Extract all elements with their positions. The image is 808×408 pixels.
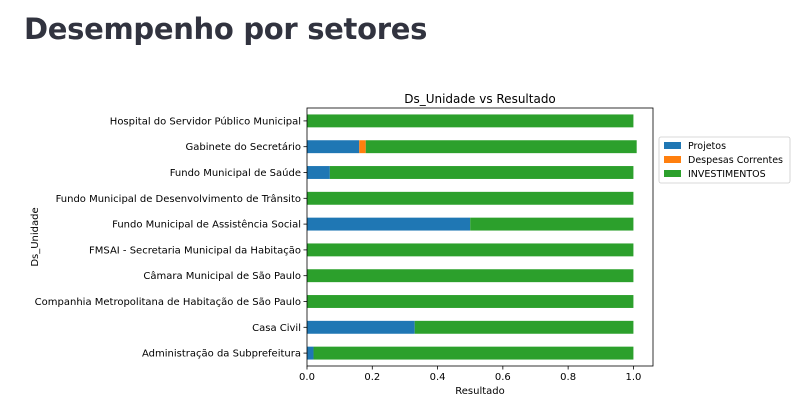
x-tick-label: 0.0 <box>299 372 315 383</box>
legend-swatch <box>664 170 681 177</box>
x-tick-label: 0.6 <box>495 372 511 383</box>
y-tick-label: Casa Civil <box>252 323 301 334</box>
y-tick-label: Hospital do Servidor Público Municipal <box>110 115 301 127</box>
bar-segment <box>414 320 634 334</box>
legend: Projetos Despesas Correntes INVESTIMENTOS <box>658 136 791 184</box>
bar-segment <box>307 269 634 283</box>
x-axis-label: Resultado <box>455 386 505 397</box>
legend-label: INVESTIMENTOS <box>688 169 766 180</box>
page-title: Desempenho por setores <box>24 12 428 46</box>
y-tick-label: Câmara Municipal de São Paulo <box>143 270 301 282</box>
bar-segment <box>307 320 415 334</box>
legend-swatch <box>664 156 681 163</box>
chart-title: Ds_Unidade vs Resultado <box>404 92 556 106</box>
bar-segment <box>307 346 314 360</box>
x-tick-label: 1.0 <box>625 372 641 383</box>
y-axis-ticks: Administração da Subprefeitura Casa Civil… <box>35 115 307 360</box>
x-axis-ticks: 0.0 0.2 0.4 0.6 0.8 1.0 <box>299 366 641 383</box>
y-tick-label: Administração da Subprefeitura <box>142 349 301 360</box>
y-tick-label: Gabinete do Secretário <box>186 141 302 153</box>
y-tick-label: Fundo Municipal de Desenvolvimento de Tr… <box>56 193 301 205</box>
bar-segment <box>307 114 634 128</box>
x-tick-label: 0.2 <box>364 372 380 383</box>
legend-label: Projetos <box>688 141 726 152</box>
bar-segment <box>307 243 634 257</box>
x-tick-label: 0.8 <box>560 372 576 383</box>
plot-frame <box>306 107 654 367</box>
bar-segment <box>313 346 634 360</box>
bar-segment <box>307 166 330 179</box>
legend-label: Despesas Correntes <box>688 155 783 166</box>
y-tick-label: FMSAI - Secretaria Municipal da Habitaçã… <box>89 245 301 256</box>
bar-segment <box>307 191 634 205</box>
bar-segment <box>307 217 471 231</box>
bars-group <box>307 114 637 360</box>
bar-segment <box>307 295 634 308</box>
x-tick-label: 0.4 <box>430 372 446 383</box>
y-tick-label: Companhia Metropolitana de Habitação de … <box>35 297 301 308</box>
bar-segment <box>470 217 634 231</box>
y-tick-label: Fundo Municipal de Assistência Social <box>112 219 301 231</box>
bar-segment <box>365 140 637 154</box>
y-axis-label: Ds_Unidade <box>30 207 41 266</box>
bar-segment <box>359 140 366 154</box>
bar-segment <box>307 140 360 154</box>
bar-segment <box>329 166 634 179</box>
y-tick-label: Fundo Municipal de Saúde <box>170 167 301 179</box>
legend-swatch <box>664 142 681 149</box>
legend-box <box>658 136 791 184</box>
